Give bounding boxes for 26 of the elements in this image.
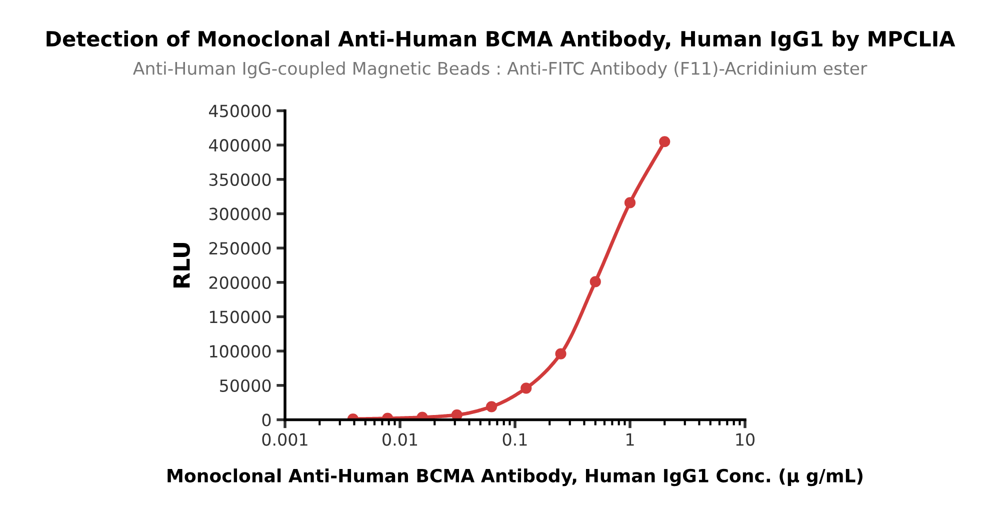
chart-title: Detection of Monoclonal Anti-Human BCMA Antibody, Human IgG1 by MPCLIA <box>46 30 956 51</box>
y-tick-label: 200000 <box>209 276 271 289</box>
y-tick-label: 450000 <box>208 104 271 118</box>
point <box>555 348 566 360</box>
point <box>451 409 462 420</box>
point <box>590 276 601 288</box>
point <box>520 382 532 394</box>
x-tick-label: 0.1 <box>502 433 527 446</box>
y-tick-label: 0 <box>262 414 271 426</box>
y-tick-label: 50000 <box>220 379 271 392</box>
y-axis-title: RLU <box>173 243 190 288</box>
x-tick-label: 0.01 <box>382 433 418 446</box>
y-tick-label: 400000 <box>208 139 271 152</box>
y-tick-label: 350000 <box>209 173 271 186</box>
y-tick-label: 250000 <box>209 242 271 255</box>
y-tick-label: 100000 <box>210 345 271 358</box>
chart-subtitle: Anti-Human IgG-coupled Magnetic Beads : Anti-FITC Antibody (F11)-Acridinium ester <box>132 61 868 78</box>
x-axis-title: Monoclonal Anti-Human BCMA Antibody, Human IgG1 Conc. (μ g/mL) <box>168 468 862 486</box>
point <box>659 136 670 148</box>
x-tick-label: 0.001 <box>262 433 308 446</box>
y-tick-label: 150000 <box>210 310 271 324</box>
point <box>624 197 636 208</box>
point <box>486 401 498 412</box>
y-tick-label: 300000 <box>209 208 271 220</box>
x-tick-label: 10 <box>736 433 754 446</box>
x-tick-label: 1 <box>626 433 634 446</box>
